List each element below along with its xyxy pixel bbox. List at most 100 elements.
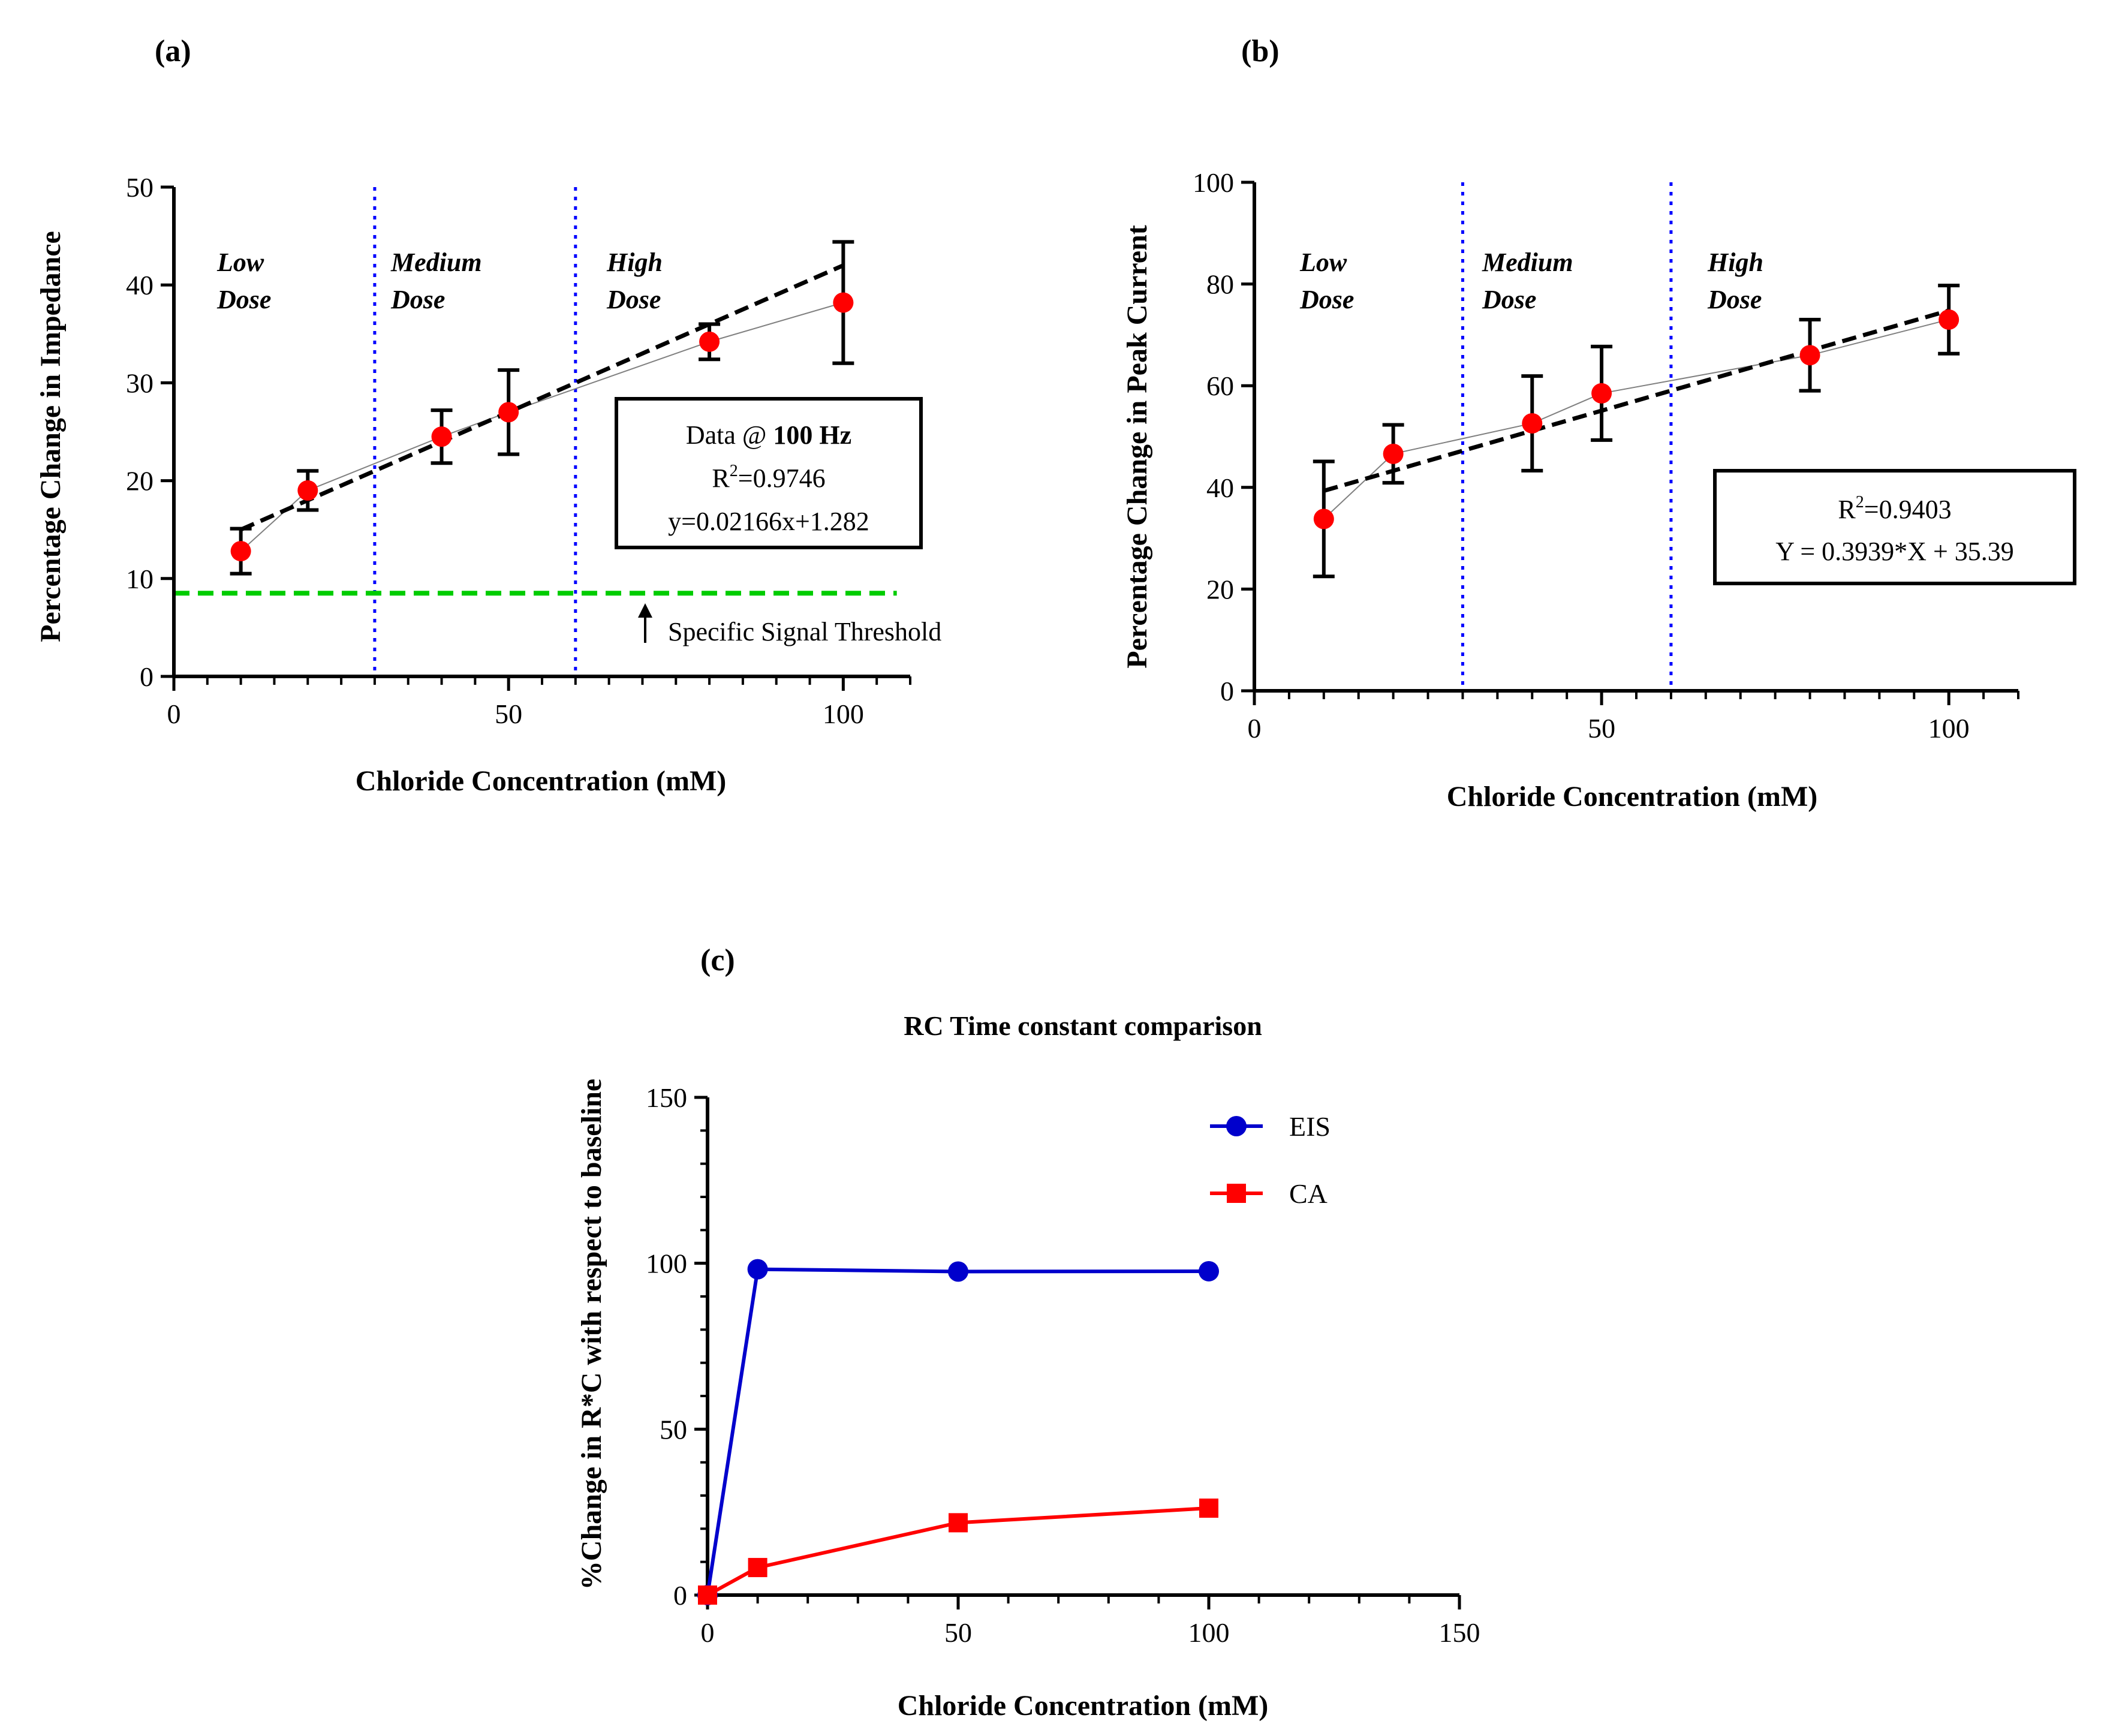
a-y-tick-label: 10 bbox=[126, 564, 153, 594]
c-ca-point bbox=[698, 1585, 717, 1605]
b-y-axis-title: Percentage Change in Peak Current bbox=[1121, 225, 1153, 668]
b-dose-dividers bbox=[1461, 182, 1673, 691]
a-y-tick-label: 40 bbox=[126, 270, 153, 300]
a-y-tick-label: 0 bbox=[140, 661, 153, 692]
a-dose-low-line1: Low bbox=[216, 248, 264, 277]
a-data-point bbox=[699, 331, 720, 352]
a-connect-line bbox=[240, 302, 844, 552]
b-data-point bbox=[1522, 413, 1543, 434]
b-annotation-r2: R2=0.9403 bbox=[1838, 493, 1951, 524]
a-dose-labels: Low Dose Medium Dose High Dose bbox=[216, 248, 663, 314]
a-y-tick-label: 30 bbox=[126, 368, 153, 398]
a-x-tick-label: 50 bbox=[495, 699, 522, 729]
c-legend-ca-marker bbox=[1227, 1184, 1246, 1203]
a-x-tick-label: 100 bbox=[823, 699, 864, 729]
b-axes: 0 20 40 60 80 100 0 50 100 bbox=[1193, 167, 2019, 744]
panel-label-a: (a) bbox=[155, 34, 191, 68]
b-data-point bbox=[1591, 383, 1612, 404]
c-eis-point bbox=[948, 1261, 968, 1282]
c-x-tick-label: 0 bbox=[701, 1617, 715, 1648]
c-eis-point bbox=[1199, 1260, 1219, 1281]
a-threshold-annotation: Specific Signal Threshold bbox=[638, 603, 941, 646]
b-y-tick-label: 0 bbox=[1220, 676, 1234, 706]
a-annotation-box: Data @ 100 Hz R2=0.9746 y=0.02166x+1.282 bbox=[615, 397, 923, 549]
a-annotation-equation: y=0.02166x+1.282 bbox=[668, 507, 869, 536]
b-dose-high-line1: High bbox=[1707, 248, 1763, 277]
a-x-axis-title: Chloride Concentration (mM) bbox=[356, 765, 727, 797]
a-annotation-line1: Data @ 100 Hz bbox=[686, 420, 851, 450]
a-dose-high-line2: Dose bbox=[606, 285, 661, 314]
a-y-axis-title: Percentage Change in Impedance bbox=[35, 231, 67, 642]
a-dose-medium-line1: Medium bbox=[390, 248, 482, 277]
c-chart-title: RC Time constant comparison bbox=[904, 1010, 1262, 1041]
c-series-eis-line bbox=[706, 1267, 1209, 1596]
a-data-point bbox=[431, 426, 452, 447]
a-x-tick-label: 0 bbox=[167, 699, 181, 729]
b-dose-high-line2: Dose bbox=[1707, 285, 1762, 314]
c-y-tick-label: 50 bbox=[660, 1414, 687, 1445]
b-fit-line bbox=[1323, 308, 1950, 493]
b-x-axis-title: Chloride Concentration (mM) bbox=[1447, 781, 1818, 813]
a-data-point bbox=[297, 480, 318, 501]
b-data-point bbox=[1939, 309, 1959, 330]
b-annotation-box: R2=0.9403 Y = 0.3939*X + 35.39 bbox=[1713, 469, 2076, 585]
b-dose-low-line1: Low bbox=[1299, 248, 1347, 277]
panel-label-b: (b) bbox=[1241, 34, 1280, 68]
c-eis-point bbox=[747, 1259, 768, 1280]
a-data-point bbox=[498, 402, 519, 423]
c-axes: 0 50 100 150 0 50 100 150 bbox=[646, 1082, 1480, 1648]
b-x-tick-label: 50 bbox=[1588, 713, 1615, 744]
b-annotation-equation: Y = 0.3939*X + 35.39 bbox=[1775, 537, 2014, 566]
c-y-tick-label: 150 bbox=[646, 1082, 687, 1113]
b-data-point bbox=[1383, 443, 1404, 464]
b-dose-labels: Low Dose Medium Dose High Dose bbox=[1299, 248, 1763, 314]
c-series-ca-points bbox=[698, 1499, 1218, 1605]
b-annotation-frame bbox=[1713, 469, 2076, 585]
b-y-tick-label: 60 bbox=[1206, 371, 1234, 401]
a-annotation-r2: R2=0.9746 bbox=[712, 462, 825, 493]
c-ca-point bbox=[949, 1513, 968, 1533]
panel-a: (a) 0 10 20 30 40 50 0 50 100 Low Dose Medium Do… bbox=[35, 34, 941, 797]
a-dose-medium-line2: Dose bbox=[390, 285, 445, 314]
b-dose-low-line2: Dose bbox=[1299, 285, 1354, 314]
c-legend: EIS CA bbox=[1210, 1111, 1331, 1209]
b-data-points bbox=[1313, 309, 1959, 529]
a-dose-high-line1: High bbox=[606, 248, 663, 277]
c-legend-eis-marker bbox=[1226, 1116, 1247, 1136]
panel-b: (b) 0 20 40 60 80 100 0 50 100 Low Dose Medium D… bbox=[1121, 34, 2076, 813]
b-y-tick-label: 80 bbox=[1206, 269, 1234, 300]
a-threshold-label: Specific Signal Threshold bbox=[668, 617, 941, 646]
a-y-tick-label: 20 bbox=[126, 466, 153, 497]
c-legend-eis-label: EIS bbox=[1289, 1111, 1331, 1142]
panel-label-c: (c) bbox=[700, 943, 735, 977]
a-data-points bbox=[230, 292, 854, 562]
b-data-point bbox=[1313, 509, 1334, 529]
a-fit-line bbox=[240, 263, 844, 532]
c-x-tick-label: 100 bbox=[1188, 1617, 1230, 1648]
c-x-axis-title: Chloride Concentration (mM) bbox=[898, 1690, 1269, 1722]
c-ca-point bbox=[748, 1558, 767, 1578]
b-y-tick-label: 40 bbox=[1206, 473, 1234, 503]
a-threshold-arrow-icon bbox=[638, 603, 652, 618]
a-axes: 0 10 20 30 40 50 0 50 100 bbox=[126, 172, 911, 729]
a-dose-low-line2: Dose bbox=[216, 285, 271, 314]
b-connect-line bbox=[1323, 318, 1949, 520]
c-ca-point bbox=[1199, 1499, 1218, 1518]
c-series-eis-points bbox=[697, 1259, 1219, 1605]
b-x-tick-label: 100 bbox=[1928, 713, 1970, 744]
c-x-tick-label: 150 bbox=[1439, 1617, 1480, 1648]
a-y-tick-label: 50 bbox=[126, 172, 153, 203]
b-y-tick-label: 20 bbox=[1206, 574, 1234, 604]
a-data-point bbox=[833, 292, 854, 313]
b-x-tick-label: 0 bbox=[1248, 713, 1262, 744]
c-legend-ca-label: CA bbox=[1289, 1178, 1328, 1209]
a-annotation-frame bbox=[615, 397, 923, 549]
a-data-point bbox=[230, 541, 251, 562]
c-y-axis-title: %Change in R*C with respect to baseline bbox=[576, 1079, 607, 1590]
c-series-ca-line bbox=[706, 1506, 1209, 1597]
c-x-tick-label: 50 bbox=[944, 1617, 972, 1648]
b-dose-medium-line2: Dose bbox=[1482, 285, 1536, 314]
c-y-tick-label: 0 bbox=[673, 1580, 687, 1611]
b-dose-medium-line1: Medium bbox=[1482, 248, 1573, 277]
